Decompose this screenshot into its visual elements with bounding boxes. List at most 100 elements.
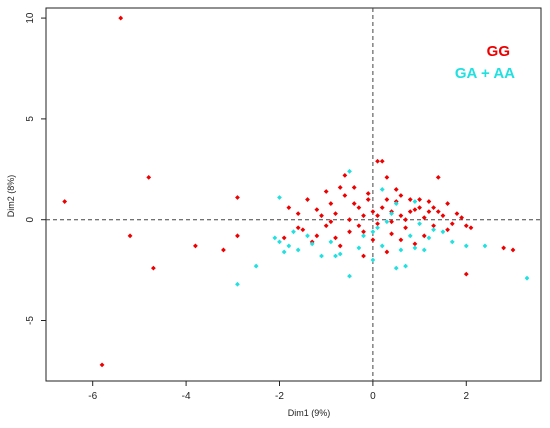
point-gg [370,209,376,215]
x-tick-label: -6 [88,391,97,402]
reference-lines [46,8,541,381]
point-gg [235,195,240,200]
point-gg [389,231,394,237]
point-ga-aa [309,241,315,247]
point-gg [412,207,418,213]
point-gg [431,223,436,229]
x-tick-label: -4 [182,391,191,402]
y-tick-label: 10 [25,12,36,24]
y-tick-label: 5 [25,116,36,122]
point-ga-aa [482,243,488,249]
point-ga-aa [272,235,278,241]
point-gg [319,213,324,219]
point-gg [417,197,422,202]
point-gg [403,225,408,231]
point-gg [356,205,362,211]
point-gg [435,209,441,215]
point-ga-aa [384,219,390,225]
point-gg [305,197,310,202]
point-gg [407,209,413,215]
point-gg [393,187,399,192]
point-gg [417,205,422,211]
point-ga-aa [286,243,292,249]
point-gg [468,225,474,231]
point-gg [235,233,240,239]
data-points [62,15,530,368]
point-ga-aa [370,257,376,263]
point-gg [379,158,385,164]
point-gg [370,237,376,243]
point-gg [337,243,343,249]
point-ga-aa [361,233,366,239]
x-tick-label: 0 [370,391,376,402]
point-gg [375,221,380,227]
point-ga-aa [417,221,422,227]
point-gg [398,237,404,243]
x-axis-title: Dim1 (9%) [288,408,331,418]
point-ga-aa [393,265,399,271]
point-gg [412,241,418,247]
point-gg [314,233,320,239]
point-ga-aa [426,235,432,241]
point-gg [295,225,301,231]
x-tick-label: -2 [275,391,284,402]
point-ga-aa [235,281,240,287]
point-ga-aa [463,243,469,249]
point-gg [501,245,507,251]
point-gg [445,227,451,233]
point-gg [365,191,371,196]
point-ga-aa [421,247,427,253]
point-ga-aa [305,233,310,239]
point-gg [151,265,156,271]
point-gg [314,207,320,213]
point-ga-aa [281,249,287,255]
point-ga-aa [431,227,436,233]
point-ga-aa [277,239,282,245]
point-gg [295,211,301,217]
point-gg [407,197,413,202]
point-gg [351,201,357,206]
point-gg [337,185,343,190]
point-ga-aa [328,239,334,245]
point-gg [328,201,334,206]
point-gg [193,243,198,249]
point-gg [426,199,432,204]
point-ga-aa [370,229,376,235]
point-ga-aa [347,168,352,174]
y-axis-ticks: -5 0 5 10 [25,12,46,325]
point-gg [356,223,362,229]
point-gg [347,229,352,235]
point-gg [361,213,366,219]
point-gg [221,247,226,253]
point-gg [333,211,338,217]
point-gg [398,193,404,198]
point-ga-aa [253,263,259,269]
point-gg [403,217,408,223]
point-ga-aa [356,245,362,251]
point-ga-aa [379,187,385,192]
x-axis-ticks: -6 -4 -2 0 2 [88,381,470,402]
point-ga-aa [277,195,282,200]
point-gg [281,235,287,241]
point-ga-aa [403,263,408,269]
point-gg [459,215,465,221]
point-gg [384,249,390,255]
point-ga-aa [449,239,455,245]
point-gg [323,223,329,229]
y-tick-label: 0 [25,216,36,222]
point-gg [347,217,352,223]
point-gg [62,199,68,204]
point-gg [361,253,366,259]
point-gg [445,201,451,206]
point-gg [365,197,371,202]
legend-entry-gg: GG [487,43,510,60]
point-gg [379,205,385,211]
point-gg [440,213,446,219]
point-ga-aa [389,211,394,217]
point-gg [118,15,124,21]
point-gg [454,211,460,217]
point-ga-aa [337,251,343,257]
point-gg [389,219,394,225]
point-gg [431,205,436,211]
